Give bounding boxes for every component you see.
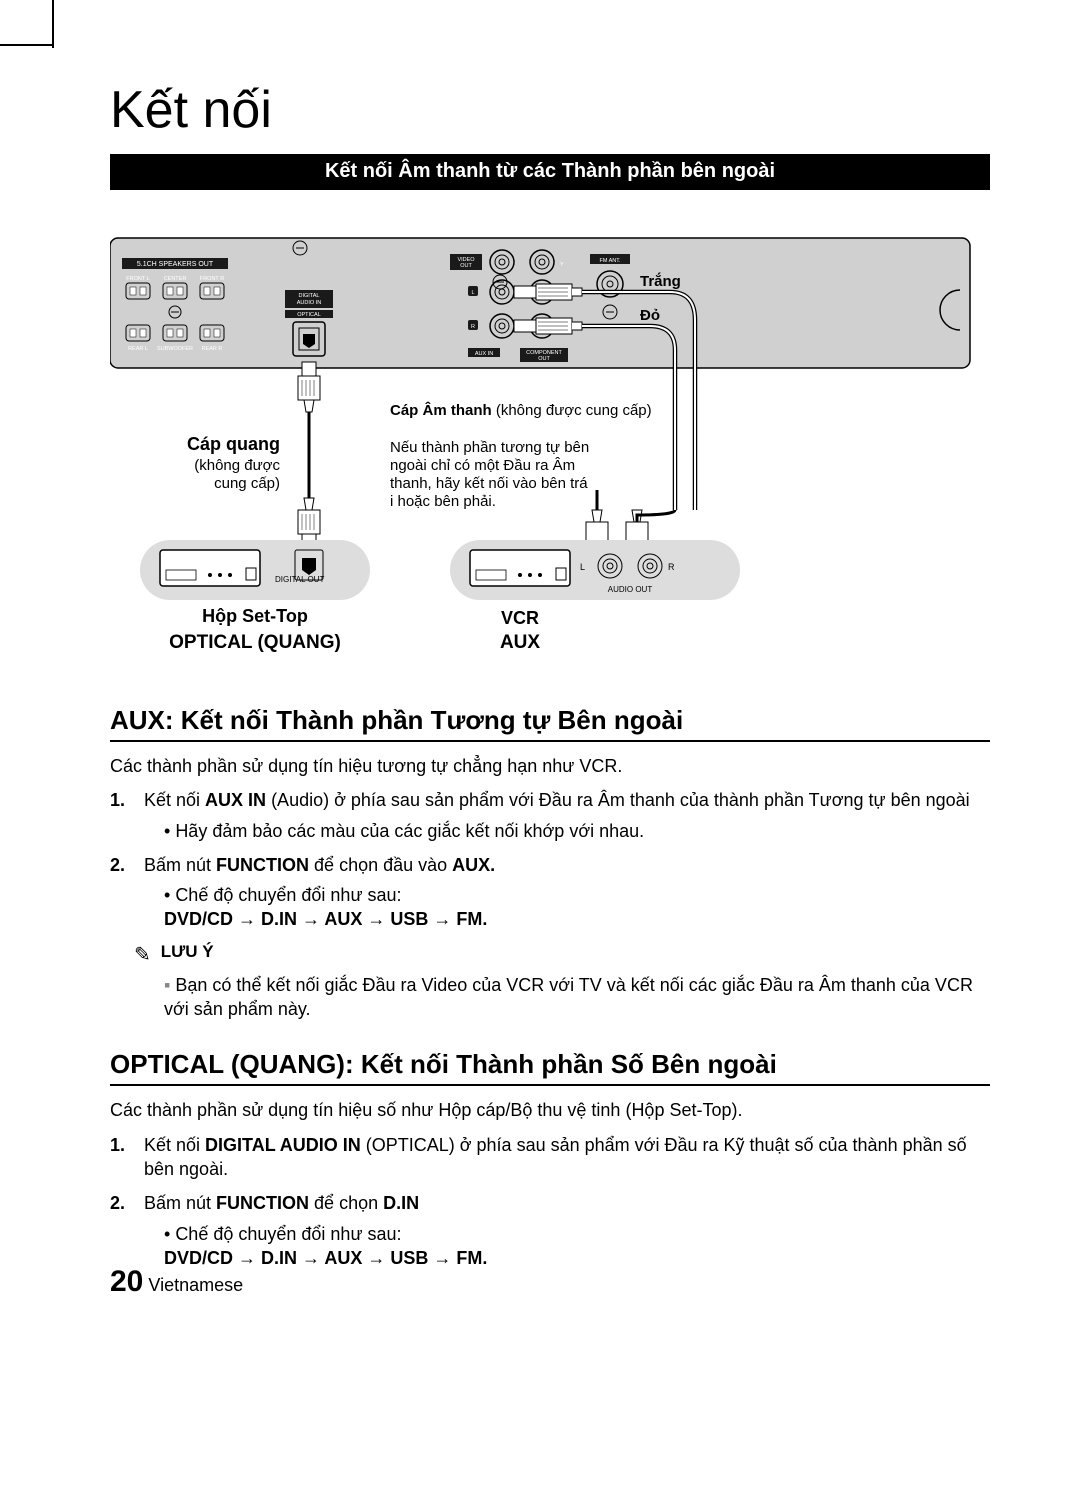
svg-text:OUT: OUT <box>460 263 472 269</box>
optical-step2-bullet: Chế độ chuyển đổi như sau: DVD/CD → D.IN… <box>164 1222 990 1271</box>
optical-heading: OPTICAL (QUANG): Kết nối Thành phần Số B… <box>110 1049 990 1086</box>
optical-cable <box>298 362 320 548</box>
optical-caption: OPTICAL (QUANG) <box>169 632 341 653</box>
aux-step1-bullet: Hãy đảm bảo các màu của các giắc kết nối… <box>164 819 990 843</box>
page-content: Kết nối Kết nối Âm thanh từ các Thành ph… <box>110 80 990 1280</box>
vcr-port: AUDIO OUT <box>608 585 653 594</box>
aux-heading: AUX: Kết nối Thành phần Tương tự Bên ngo… <box>110 705 990 742</box>
label-subwoofer: SUBWOOFER <box>157 346 193 352</box>
aux-note-text: Bạn có thể kết nối giắc Đầu ra Video của… <box>164 973 990 1022</box>
label-front-l: FRONT L <box>126 276 149 282</box>
label-r: R <box>471 324 475 330</box>
crop-mark-vertical <box>52 0 54 48</box>
optical-steps: 1. Kết nối DIGITAL AUDIO IN (OPTICAL) ở … <box>110 1133 990 1270</box>
audio-cable-note3: thanh, hãy kết nối vào bên trá <box>390 475 588 492</box>
page-footer: 20 Vietnamese <box>110 1265 243 1299</box>
optical-step-2: 2. Bấm nút FUNCTION để chọn D.IN Chế độ … <box>134 1191 990 1270</box>
crop-mark-horizontal <box>0 44 52 46</box>
optical-step-1: 1. Kết nối DIGITAL AUDIO IN (OPTICAL) ở … <box>134 1133 990 1182</box>
note-icon: ✎ <box>134 942 151 967</box>
aux-steps: 1. Kết nối AUX IN (Audio) ở phía sau sản… <box>110 788 990 931</box>
settop-label: Hộp Set-Top <box>202 606 308 626</box>
aux-caption: AUX <box>500 632 540 653</box>
label-front-r: FRONT R <box>200 276 224 282</box>
vcr-r: R <box>668 562 675 572</box>
audio-cable-note2: ngoài chỉ có một Đầu ra Âm <box>390 457 575 474</box>
label-y: Y <box>560 262 564 268</box>
label-rear-r: REAR R <box>202 346 223 352</box>
label-speakers-out: 5.1CH SPEAKERS OUT <box>137 261 214 268</box>
label-fm-ant: FM ANT. <box>599 258 621 264</box>
optical-intro: Các thành phần sử dụng tín hiệu số như H… <box>110 1098 990 1122</box>
vcr-label: VCR <box>501 608 539 628</box>
aux-plug-white <box>514 284 582 300</box>
label-optical: OPTICAL <box>297 312 321 318</box>
aux-step-2: 2. Bấm nút FUNCTION để chọn đầu vào AUX.… <box>134 853 990 932</box>
label-rear-l: REAR L <box>128 346 148 352</box>
svg-text:AUDIO IN: AUDIO IN <box>297 300 321 306</box>
aux-note-row: ✎ LƯU Ý <box>134 942 990 967</box>
label-digital-audio-in: DIGITAL <box>299 293 320 299</box>
audio-cable-title: Cáp Âm thanh (không được cung cấp) <box>390 401 652 419</box>
label-aux-in: AUX IN <box>475 351 493 357</box>
aux-note-bullets: Bạn có thể kết nối giắc Đầu ra Video của… <box>110 973 990 1022</box>
aux-step-1: 1. Kết nối AUX IN (Audio) ở phía sau sản… <box>134 788 990 843</box>
aux-intro: Các thành phần sử dụng tín hiệu tương tự… <box>110 754 990 778</box>
optical-cable-title: Cáp quang <box>187 434 280 454</box>
section-banner: Kết nối Âm thanh từ các Thành phần bên n… <box>110 154 990 190</box>
optical-cable-sub1: (không được <box>194 457 280 474</box>
label-red: Đỏ <box>640 307 660 324</box>
vcr-l: L <box>580 562 585 572</box>
aux-plug-red <box>514 318 582 334</box>
page-number: 20 <box>110 1265 143 1298</box>
audio-cable-note4: i hoặc bên phải. <box>390 493 496 510</box>
page-lang: Vietnamese <box>148 1275 243 1295</box>
label-l: L <box>471 290 474 296</box>
page-title: Kết nối <box>110 80 990 140</box>
svg-text:OUT: OUT <box>538 356 550 362</box>
label-center: CENTER <box>164 276 187 282</box>
audio-cable-note1: Nếu thành phần tương tự bên <box>390 439 589 456</box>
aux-step2-bullet: Chế độ chuyển đổi như sau: DVD/CD → D.IN… <box>164 883 990 932</box>
aux-note-label: LƯU Ý <box>161 942 214 962</box>
connection-diagram: 5.1CH SPEAKERS OUT FRONT L CENTER FRONT … <box>110 230 990 675</box>
label-white: Trắng <box>640 272 681 290</box>
optical-cable-sub2: cung cấp) <box>214 475 280 492</box>
